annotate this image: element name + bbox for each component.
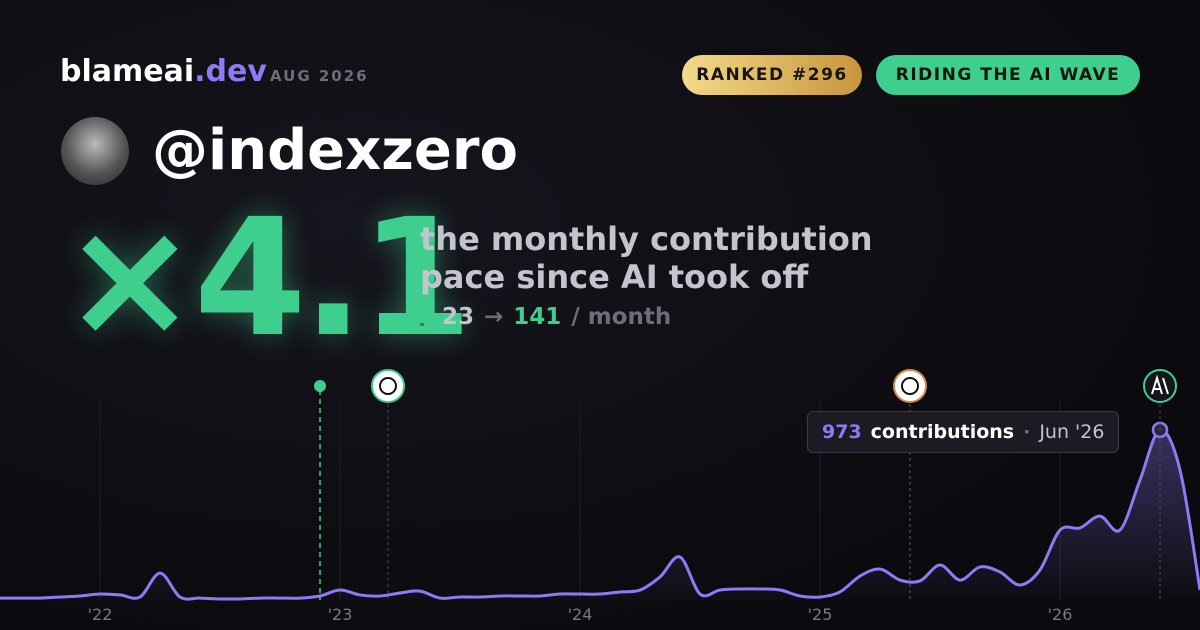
pace-after: 141 bbox=[513, 304, 562, 330]
pace-unit: / month bbox=[571, 304, 672, 330]
x-tick-label: '25 bbox=[808, 605, 833, 624]
multiplier: ×4.1 bbox=[62, 185, 473, 373]
area-fill bbox=[0, 429, 1200, 600]
x-tick-label: '22 bbox=[88, 605, 113, 624]
rank-badge: RANKED #296 bbox=[682, 55, 862, 95]
tooltip-separator: · bbox=[1023, 421, 1031, 443]
pace-arrow: → bbox=[484, 304, 504, 330]
description: the monthly contribution pace since AI t… bbox=[420, 220, 873, 296]
tooltip-value: 973 bbox=[822, 421, 862, 443]
pace: 23 → 141 / month bbox=[420, 304, 671, 330]
line bbox=[0, 428, 1200, 601]
event-markers bbox=[314, 369, 1177, 600]
tooltip-label: contributions bbox=[870, 421, 1015, 443]
brand: blameai.dev bbox=[60, 54, 267, 89]
x-tick-label: '23 bbox=[328, 605, 353, 624]
date: AUG 2026 bbox=[270, 67, 369, 85]
handle: @indexzero bbox=[152, 118, 518, 183]
pace-icon bbox=[420, 308, 432, 326]
tooltip-date: Jun '26 bbox=[1039, 421, 1105, 443]
x-tick-label: '24 bbox=[568, 605, 593, 624]
description-line: the monthly contribution bbox=[420, 220, 873, 258]
tooltip: 973 contributions · Jun '26 bbox=[807, 411, 1120, 453]
brand-name: blameai bbox=[60, 54, 195, 89]
status-badge: RIDING THE AI WAVE bbox=[876, 55, 1140, 95]
brand-tld: .dev bbox=[194, 54, 267, 89]
pace-before: 23 bbox=[442, 304, 475, 330]
description-line: pace since AI took off bbox=[420, 258, 809, 296]
x-tick-label: '26 bbox=[1048, 605, 1073, 624]
avatar bbox=[61, 117, 129, 185]
